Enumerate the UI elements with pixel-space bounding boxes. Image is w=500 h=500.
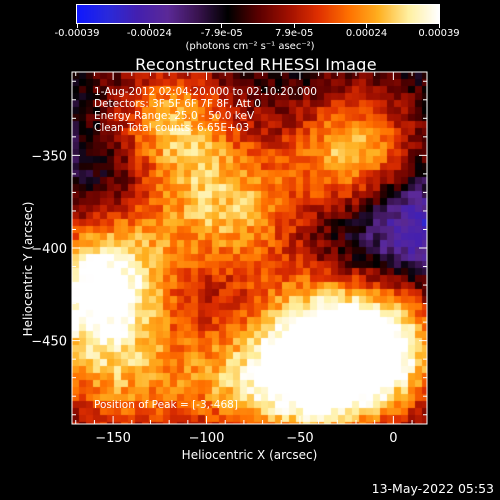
y-tick-label: −400: [31, 242, 67, 257]
annotation-clean: Clean Total counts: 6.65E+03: [94, 122, 250, 134]
colorbar-tick-mark: [76, 24, 78, 28]
x-tick-label: −50: [286, 431, 313, 446]
y-axis-label: Heliocentric Y (arcsec): [21, 201, 35, 337]
y-tick-label: −450: [31, 335, 67, 350]
heatmap-image: [72, 72, 427, 424]
colorbar: [76, 4, 440, 24]
colorbar-tick-mark: [366, 24, 368, 28]
colorbar-tick-label: -7.9e-05: [200, 28, 243, 39]
annotation-block: 1-Aug-2012 02:04:20.000 to 02:10:20.000 …: [94, 86, 317, 134]
colorbar-tick-label: -0.00024: [126, 28, 172, 39]
colorbar-tick-label: -0.00039: [54, 28, 100, 39]
colorbar-tick-label: 0.00024: [345, 28, 388, 39]
annotation-detectors: Detectors: 3F 5F 6F 7F 8F, Att 0: [94, 98, 261, 110]
colorbar-tick-label: 7.9e-05: [274, 28, 314, 39]
colorbar-tick-mark: [148, 24, 150, 28]
colorbar-unit-label: (photons cm⁻² s⁻¹ asec⁻²): [185, 41, 315, 52]
colorbar-tick-mark: [293, 24, 295, 28]
annotation-energy: Energy Range: 25.0 - 50.0 keV: [94, 110, 255, 122]
colorbar-tick-label: 0.00039: [418, 28, 460, 39]
x-axis-label: Heliocentric X (arcsec): [181, 448, 318, 462]
timestamp: 13-May-2022 05:53: [371, 481, 494, 496]
colorbar-tick-mark: [221, 24, 223, 28]
x-tick-label: 0: [389, 431, 397, 446]
x-tick-label: −150: [95, 431, 131, 446]
plot-title: Reconstructed RHESSI Image: [135, 55, 377, 74]
x-tick-label: −100: [189, 431, 225, 446]
peak-position-label: Position of Peak = [-3,-468]: [94, 399, 238, 411]
annotation-time-range: 1-Aug-2012 02:04:20.000 to 02:10:20.000: [94, 86, 317, 98]
colorbar-tick-mark: [438, 24, 440, 28]
y-tick-label: −350: [31, 149, 67, 164]
